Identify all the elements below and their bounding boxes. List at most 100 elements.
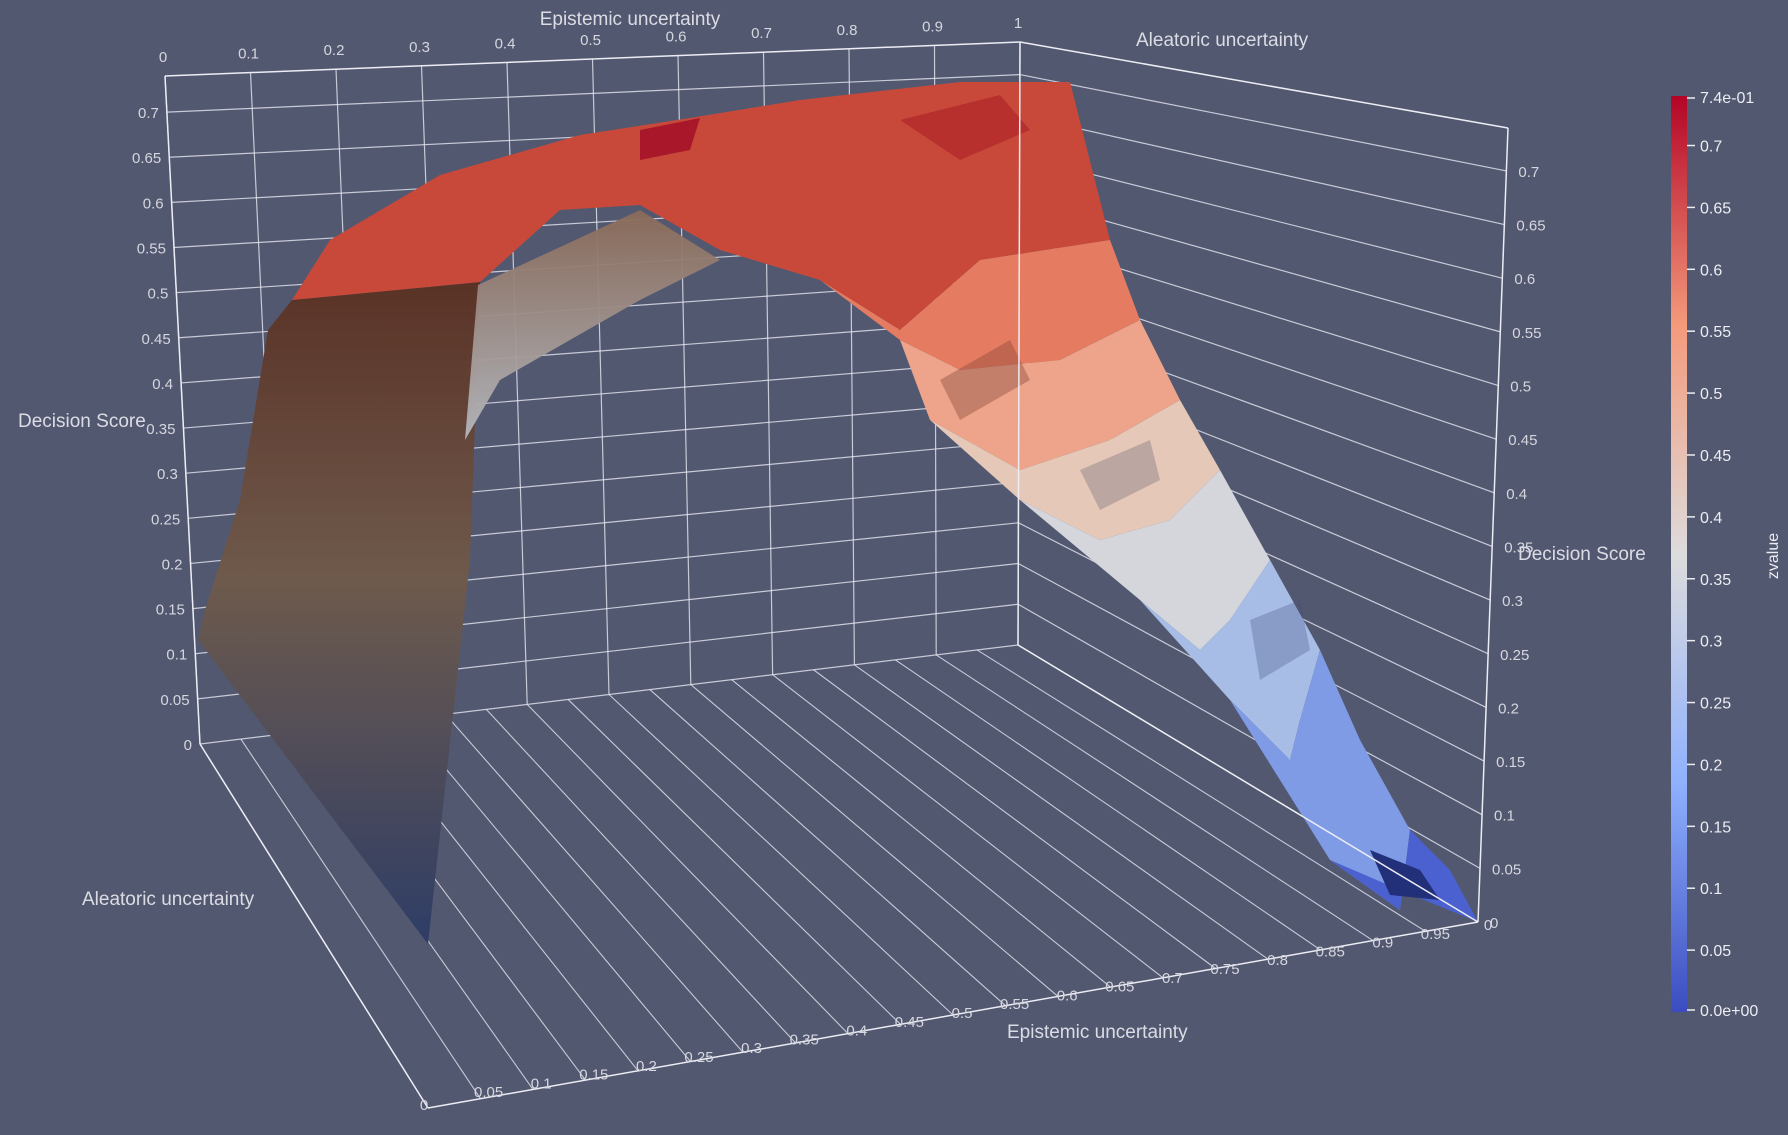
x-front-tick-label: 0.25 <box>684 1049 713 1066</box>
axis-line <box>199 743 429 1109</box>
axis-line <box>164 41 1021 77</box>
x-front-tick-label: 0.55 <box>1000 996 1029 1013</box>
x-front-tick-label: 0.05 <box>474 1084 503 1101</box>
colorbar-tick-label: 0.55 <box>1700 324 1731 341</box>
colorbar-title: zvalue <box>1765 533 1782 579</box>
z-right-tick-label: 0.35 <box>1504 539 1533 556</box>
colorbar-tick-label: 0.1 <box>1700 881 1722 898</box>
z-left-tick-label: 0.45 <box>142 331 171 348</box>
x-front-tick-label: 0.6 <box>1057 987 1078 1004</box>
z-left-tick-label: 0.5 <box>147 286 168 303</box>
x-front-tick-label: 0.3 <box>741 1040 762 1057</box>
floor-grid-line <box>976 649 1426 932</box>
x-front-tick-label: 0.35 <box>790 1031 819 1048</box>
x-back-ticks: 0 0.1 0.2 0.3 0.4 0.5 0.6 0.7 0.8 0.9 1 <box>159 15 1022 66</box>
z-right-tick-label: 0.65 <box>1516 218 1545 235</box>
x-front-tick-label: 0.8 <box>1267 952 1288 969</box>
z-left-tick-label: 0 <box>184 737 192 754</box>
right-grid-hline <box>1019 114 1505 226</box>
x-axis-title-bottom: Epistemic uncertainty <box>1007 1022 1188 1043</box>
floor-grid-line <box>854 664 1269 960</box>
x-back-tick-label: 1 <box>1014 15 1022 32</box>
x-front-tick-label: 0.5 <box>952 1005 973 1022</box>
surface-slope-band <box>900 320 1180 470</box>
x-axis-title-top: Epistemic uncertainty <box>540 9 721 30</box>
floor-grid-line <box>813 669 1216 969</box>
x-front-tick-label: 0.4 <box>846 1023 867 1040</box>
surface-shadow-facet <box>940 340 1030 420</box>
x-front-tick-label: 0.1 <box>531 1075 552 1092</box>
x-back-tick-label: 0.4 <box>495 35 516 52</box>
colorbar-ticks: 0.05 0.1 0.15 0.2 0.25 0.3 0.35 0.4 0.45 0.5 0.55 0… <box>1687 97 1731 1011</box>
z-right-tick-label: 0.7 <box>1518 164 1539 181</box>
z-right-tick-label: 0.25 <box>1500 647 1529 664</box>
floor-grid-line <box>935 654 1374 942</box>
z-right-tick-label: 0.15 <box>1496 754 1525 771</box>
surface-peak <box>640 118 700 160</box>
colorbar-tick-label: 0.3 <box>1700 634 1722 651</box>
colorbar-max-label: 7.4e-01 <box>1700 90 1754 107</box>
floor-grid-line <box>772 674 1164 979</box>
z-left-tick-label: 0.3 <box>157 466 178 483</box>
x-front-tick-label: 0.7 <box>1162 970 1183 987</box>
z-left-tick-label: 0.55 <box>137 241 166 258</box>
floor-grid-line <box>444 713 744 1053</box>
colorbar-gradient <box>1671 96 1687 1012</box>
decision-surface <box>198 82 1478 944</box>
surface-peak-2 <box>900 95 1030 160</box>
y-front-ticks: 0 <box>420 1097 428 1114</box>
z-right-tick-label: 0.05 <box>1492 861 1521 878</box>
x-back-tick-label: 0.9 <box>922 18 943 35</box>
z-right-tick-label: 0.3 <box>1502 593 1523 610</box>
z-right-tick-label: 0.45 <box>1508 432 1537 449</box>
z-axis-title-right: Decision Score <box>1518 544 1646 565</box>
z-right-ticks: 0 0.05 0.1 0.15 0.2 0.25 0.3 0.35 0.4 0.45 0.5 0.55… <box>1490 164 1546 932</box>
surface-slope-band <box>820 240 1140 370</box>
colorbar-tick-label: 0.25 <box>1700 696 1731 713</box>
x-back-tick-label: 0.2 <box>324 42 345 59</box>
colorbar-min-label: 0.0e+00 <box>1700 1003 1758 1020</box>
x-back-tick-label: 0.1 <box>238 46 259 63</box>
x-front-tick-label: 0.75 <box>1210 961 1239 978</box>
colorbar: 0.05 0.1 0.15 0.2 0.25 0.3 0.35 0.4 0.45 0.5 0.55 0… <box>1671 90 1782 1020</box>
z-left-tick-label: 0.7 <box>138 105 159 122</box>
x-front-tick-label: 0.65 <box>1105 979 1134 996</box>
x-back-tick-label: 0.6 <box>666 29 687 46</box>
colorbar-tick-label: 0.7 <box>1700 139 1722 156</box>
z-left-tick-label: 0.2 <box>162 556 183 573</box>
z-axis-title-left: Decision Score <box>18 411 146 432</box>
right-grid-hline <box>1019 74 1507 172</box>
floor-grid-line <box>240 738 481 1100</box>
axis-line <box>1017 41 1021 646</box>
z-left-tick-label: 0.4 <box>152 376 173 393</box>
x-front-ticks: 0.05 0.1 0.15 0.2 0.25 0.3 0.35 0.4 0.45 0.5 0.55 0… <box>474 917 1492 1101</box>
z-left-tick-label: 0.1 <box>166 647 187 664</box>
x-front-tick-label: 0.15 <box>579 1067 608 1084</box>
colorbar-tick-label: 0.65 <box>1700 200 1731 217</box>
x-front-tick-label: 0 <box>1484 917 1492 934</box>
x-front-tick-label: 0.9 <box>1372 935 1393 952</box>
z-right-tick-label: 0 <box>1490 915 1498 932</box>
colorbar-tick-label: 0.15 <box>1700 819 1731 836</box>
z-right-tick-label: 0.2 <box>1498 700 1519 717</box>
floor-grid-line <box>894 659 1321 951</box>
z-left-tick-label: 0.05 <box>160 692 189 709</box>
axis-line <box>1017 644 1479 923</box>
colorbar-tick-label: 0.5 <box>1700 386 1722 403</box>
surface-slope-band <box>1230 650 1410 910</box>
x-front-tick-label: 0.85 <box>1316 943 1345 960</box>
surface-left-wall <box>198 282 480 944</box>
right-grid-hline <box>1019 155 1503 279</box>
surface-slope-band <box>930 400 1220 540</box>
floor-grid-line <box>526 704 849 1034</box>
axis-line <box>1019 41 1509 129</box>
z-left-tick-label: 0.35 <box>146 421 175 438</box>
floor-grid-line <box>690 684 1059 997</box>
floor-grid-line <box>649 689 1006 1007</box>
y-axis-title-top: Aleatoric uncertainty <box>1136 30 1309 51</box>
colorbar-tick-label: 0.6 <box>1700 262 1722 279</box>
colorbar-tick-label: 0.2 <box>1700 757 1722 774</box>
x-front-tick-label: 0.2 <box>636 1058 657 1075</box>
floor-grid-line <box>731 679 1111 988</box>
